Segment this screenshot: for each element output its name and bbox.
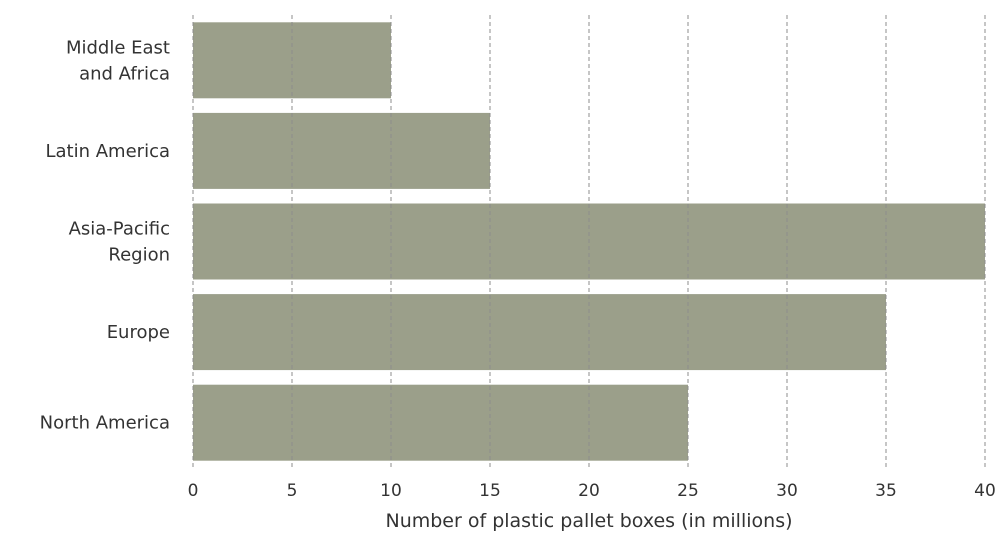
category-label-line: and Africa <box>79 63 170 84</box>
category-label: Middle East and Africa <box>66 37 170 84</box>
x-tick-label: 15 <box>479 481 501 501</box>
bar-europe <box>193 294 886 370</box>
category-labels-group: Middle East and Africa Latin America Asia-P… <box>40 37 170 433</box>
x-tick-label: 5 <box>287 481 298 501</box>
x-tick-label: 30 <box>776 481 798 501</box>
x-axis-title: Number of plastic pallet boxes (in milli… <box>385 510 792 532</box>
category-label: Latin America <box>46 141 171 162</box>
category-label: Asia-Pacific Region <box>69 219 170 266</box>
x-tick-labels-group: 0 5 10 15 20 25 30 35 40 <box>188 481 996 501</box>
category-label-line: Europe <box>107 322 170 343</box>
bar-latin-america <box>193 113 490 189</box>
x-tick-label: 35 <box>875 481 897 501</box>
category-label: Europe <box>107 322 170 343</box>
category-label-line: Middle East <box>66 37 170 58</box>
category-label-line: Region <box>108 245 170 266</box>
category-label-line: Asia-Pacific <box>69 219 170 240</box>
x-tick-label: 10 <box>380 481 402 501</box>
x-tick-label: 20 <box>578 481 600 501</box>
category-label: North America <box>40 413 170 434</box>
bar-north-america <box>193 385 688 461</box>
x-tick-label: 0 <box>188 481 199 501</box>
category-label-line: North America <box>40 413 170 434</box>
category-label-line: Latin America <box>46 141 171 162</box>
x-tick-label: 40 <box>974 481 996 501</box>
x-tick-label: 25 <box>677 481 699 501</box>
